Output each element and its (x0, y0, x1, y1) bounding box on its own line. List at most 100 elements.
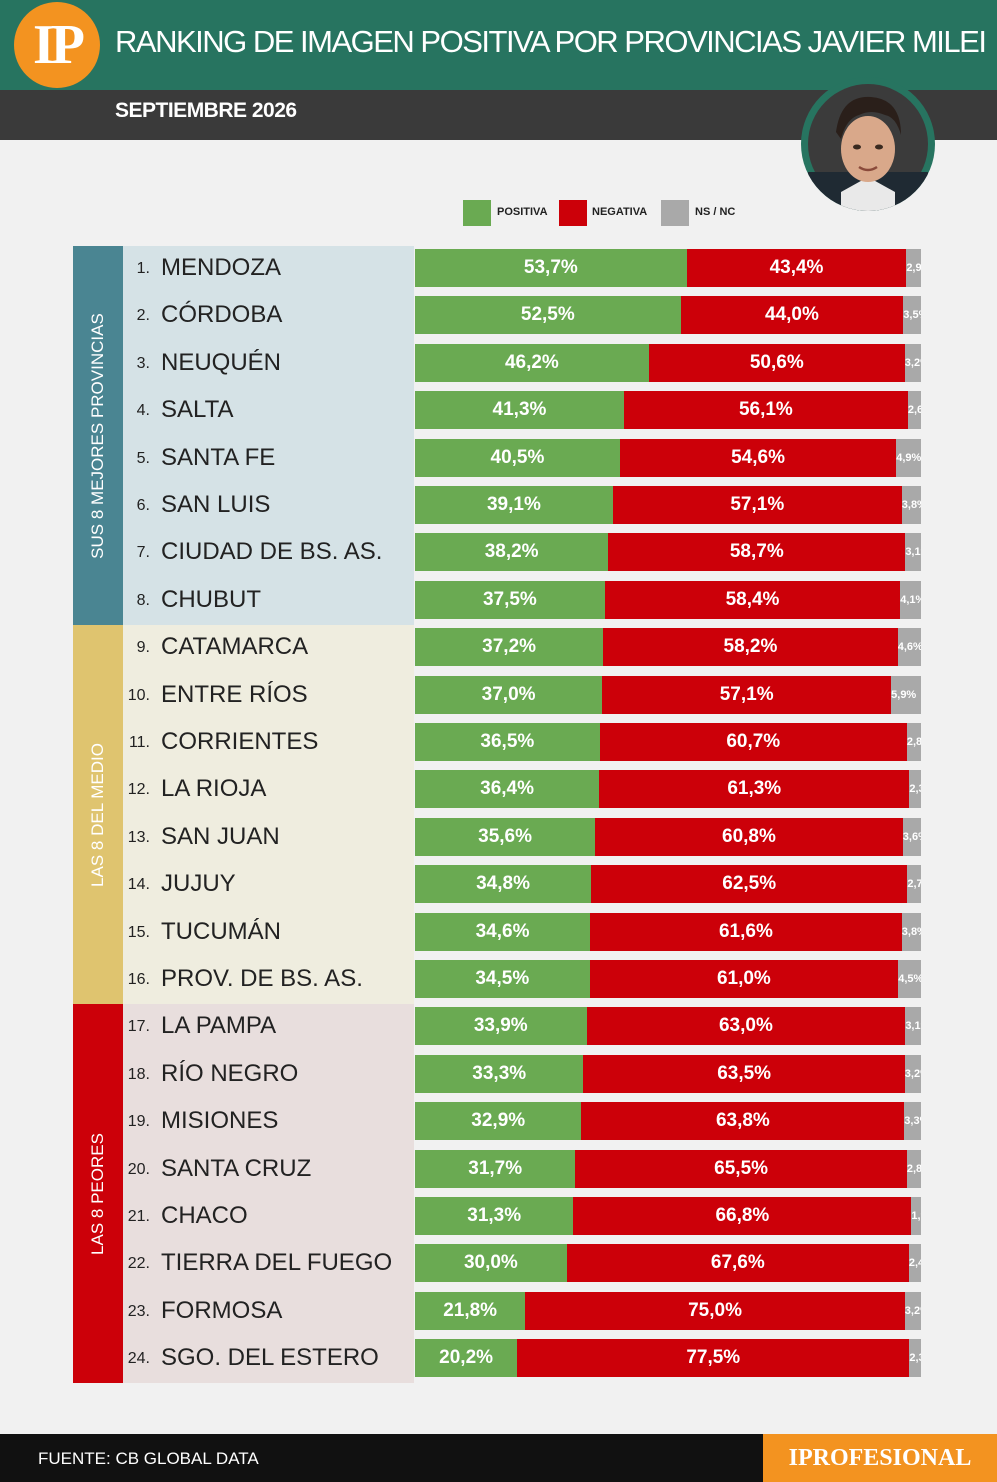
bar-nsnc: 2,8% (906, 723, 921, 761)
bar-nsnc: 3,2% (904, 1291, 921, 1330)
bar-positive-label: 46,2% (504, 351, 559, 373)
row-province-name: SANTA FE (161, 443, 276, 471)
bar-nsnc: 3,2% (904, 1054, 921, 1093)
row-province-name: PROV. DE BS. AS. (161, 965, 363, 992)
band-top (123, 246, 414, 625)
bar-negative: 58,7% (608, 533, 906, 572)
bar-positive: 34,5% (415, 960, 590, 998)
bar-negative-label: 61,6% (718, 920, 773, 942)
bar-nsnc: 4,6% (897, 628, 921, 667)
bar-positive: 32,9% (415, 1102, 582, 1141)
row-rank: 13. (127, 828, 150, 846)
row-province-name: CATAMARCA (161, 633, 309, 661)
bar-nsnc-label: 4,1% (900, 593, 921, 606)
row-province-name: MISIONES (161, 1107, 279, 1135)
source-text: FUENTE: CB GLOBAL DATA (38, 1449, 259, 1468)
bar-positive-label: 35,6% (478, 825, 532, 847)
bar-negative-label: 57,1% (730, 494, 785, 515)
row-rank: 6. (136, 497, 150, 514)
bar-positive: 37,5% (415, 580, 605, 619)
ip-logo: IP (14, 2, 100, 88)
row-province-name: ENTRE RÍOS (161, 680, 308, 708)
group-label-middle: LAS 8 DEL MEDIO (73, 625, 123, 1004)
group-label-top: SUS 8 MEJORES PROVINCIAS (73, 246, 123, 625)
bar-nsnc: 1,9% (911, 1197, 921, 1235)
bar-nsnc-label: 2,8% (906, 1162, 921, 1175)
bar-nsnc-label: 2,6% (907, 404, 921, 417)
bar-negative-label: 58,4% (725, 588, 780, 610)
bar-negative: 57,1% (602, 675, 892, 714)
bar-positive: 33,3% (415, 1054, 584, 1093)
bar-negative-label: 63,5% (717, 1062, 772, 1084)
bar-negative-label: 63,8% (715, 1110, 770, 1132)
row-rank: 3. (136, 354, 150, 372)
bar-positive: 41,3% (415, 391, 624, 430)
row-province-name: JUJUY (161, 870, 236, 898)
bar-negative-label: 61,0% (716, 968, 771, 989)
row-rank: 24. (127, 1350, 150, 1368)
bar-negative-label: 57,1% (719, 683, 774, 705)
bar-positive: 30,0% (415, 1244, 567, 1283)
bar-positive-label: 37,2% (482, 636, 537, 658)
row-province-name: SANTA CRUZ (161, 1154, 312, 1182)
bar-nsnc: 3,6% (902, 817, 921, 856)
bar-positive-label: 52,5% (520, 304, 575, 326)
legend-label-nsnc: NS / NC (695, 206, 736, 218)
bar-positive-label: 31,7% (468, 1157, 523, 1179)
bar-nsnc-label: 4,5% (898, 973, 921, 985)
row-rank: 20. (127, 1160, 150, 1178)
bar-positive: 53,7% (415, 249, 687, 287)
bar-positive: 40,5% (415, 438, 620, 477)
bar-negative-label: 62,5% (722, 873, 777, 895)
row-province-name: FORMOSA (161, 1296, 283, 1324)
bar-positive: 31,7% (415, 1149, 576, 1188)
bar-positive-label: 37,5% (482, 588, 537, 610)
chart-legend: POSITIVA NEGATIVA NS / NC (0, 200, 997, 226)
bar-negative: 44,0% (680, 296, 904, 335)
bar-nsnc-label: 2,9% (906, 262, 921, 274)
legend-swatch-nsnc (661, 200, 689, 226)
row-rank: 22. (127, 1255, 150, 1273)
bar-negative: 61,3% (599, 770, 910, 809)
bar-positive: 20,2% (415, 1339, 518, 1378)
bar-nsnc-label: 2,3% (909, 1352, 921, 1365)
band-middle (123, 625, 414, 1004)
bar-positive-label: 34,6% (475, 920, 530, 942)
bar-negative-label: 56,1% (738, 399, 793, 421)
row-province-name: SALTA (161, 396, 234, 424)
header-bar (0, 0, 997, 90)
bar-negative-label: 50,6% (749, 351, 804, 373)
bar-negative-label: 60,7% (726, 731, 781, 752)
bar-negative: 56,1% (623, 391, 908, 430)
bar-positive-label: 20,2% (439, 1347, 494, 1369)
bar-nsnc: 3,8% (901, 486, 921, 524)
bar-positive-label: 40,5% (490, 446, 545, 468)
bar-nsnc: 4,9% (896, 438, 921, 477)
row-rank: 16. (127, 971, 150, 988)
bar-positive: 21,8% (415, 1291, 526, 1330)
group-label-bottom: LAS 8 PEORES (73, 1004, 123, 1383)
legend-swatch-negative (559, 200, 587, 226)
bar-positive-label: 36,5% (480, 731, 535, 752)
legend-label-negative: NEGATIVA (592, 206, 648, 218)
bar-positive: 38,2% (415, 533, 609, 572)
bar-positive-label: 36,4% (480, 778, 535, 800)
bar-nsnc: 3,1% (905, 533, 921, 572)
bar-nsnc: 2,7% (907, 865, 921, 904)
bar-nsnc-label: 4,9% (896, 451, 921, 464)
row-province-name: SAN JUAN (161, 822, 280, 850)
row-province-name: LA PAMPA (161, 1012, 277, 1040)
bar-negative: 54,6% (619, 438, 897, 477)
bar-nsnc: 3,3% (904, 1102, 921, 1141)
bar-negative-label: 61,3% (727, 778, 782, 800)
bar-negative: 77,5% (517, 1339, 910, 1378)
page-title: RANKING DE IMAGEN POSITIVA POR PROVINCIA… (115, 24, 987, 59)
bar-negative-label: 67,6% (710, 1252, 765, 1274)
bar-positive-label: 39,1% (486, 494, 541, 515)
row-rank: 7. (136, 544, 150, 562)
bar-negative: 60,7% (599, 723, 907, 761)
bar-nsnc: 3,8% (901, 912, 921, 951)
bar-positive: 33,9% (415, 1007, 587, 1046)
bar-nsnc: 4,5% (898, 960, 921, 998)
row-rank: 10. (127, 686, 150, 704)
